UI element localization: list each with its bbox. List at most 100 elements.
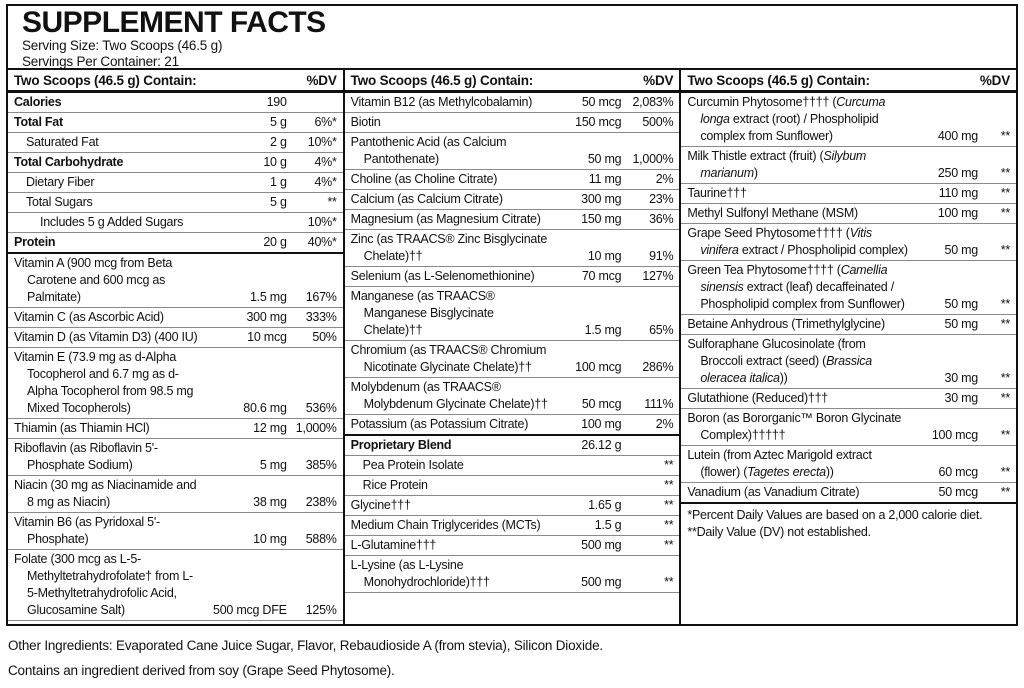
nutrient-row: Vitamin D (as Vitamin D3) (400 IU) 10 mcg… [8, 328, 343, 348]
column-header-label: Two Scoops (46.5 g) Contain: [350, 73, 534, 88]
servings-per-container: Servings Per Container: 21 [22, 54, 179, 69]
dv-footnotes: *Percent Daily Values are based on a 2,0… [681, 502, 1016, 543]
nutrient-amount: 500 mg [581, 575, 622, 589]
nutrient-name: Total Sugars [26, 195, 93, 209]
column-header: Two Scoops (46.5 g) Contain: %DV [8, 70, 343, 93]
nutrient-dv: 2,083% [632, 95, 674, 109]
nutrient-amount: 30 mg [944, 391, 979, 405]
latin-name-segment: Silybum marianum [700, 149, 867, 180]
nutrient-dv: ** [1000, 391, 1011, 405]
nutrient-name: Vitamin B6 (as Pyridoxal 5'-Phosphate) [14, 515, 160, 546]
nutrient-row: Vitamin B6 (as Pyridoxal 5'-Phosphate) 10… [8, 513, 343, 550]
name-segment: extract (leaf) decaffeinated / Phospholi… [700, 280, 905, 311]
nutrient-amount: 1.5 mg [584, 323, 622, 337]
nutrient-row: Milk Thistle extract (fruit) (Silybum ma… [681, 147, 1016, 184]
nutrient-name: Sulforaphane Glucosinolate (from Broccol… [687, 336, 908, 387]
name-segment: Curcumin Phytosome†††† ( [687, 95, 837, 109]
nutrient-row: Boron (as Bororganic™ Boron Glycinate Co… [681, 409, 1016, 446]
nutrient-row: Saturated Fat 2 g 10%* [8, 133, 343, 153]
nutrient-name: Total Carbohydrate [14, 155, 124, 169]
nutrient-row: Niacin (30 mg as Niacinamide and 8 mg as… [8, 476, 343, 513]
name-segment: Milk Thistle extract (fruit) ( [687, 149, 824, 163]
nutrient-dv: ** [664, 458, 674, 472]
panel-header: SUPPLEMENT FACTS Serving Size: Two Scoop… [8, 6, 1016, 70]
nutrient-row: Potassium (as Potassium Citrate) 100 mg 2% [344, 415, 680, 436]
latin-name-segment: Brassica oleracea italica [700, 354, 873, 385]
name-segment: )) [825, 465, 834, 479]
nutrient-name: Proprietary Blend [350, 438, 452, 452]
nutrient-amount: 11 mg [588, 172, 622, 186]
nutrient-dv: 2% [655, 417, 674, 431]
nutrient-dv: ** [664, 498, 674, 512]
nutrient-amount: 10 mg [587, 249, 622, 263]
latin-name-segment: Vitis vinifera [700, 226, 872, 257]
nutrient-name: Boron (as Bororganic™ Boron Glycinate Co… [687, 411, 902, 442]
nutrient-amount: 50 mg [944, 317, 979, 331]
nutrient-row: Taurine††† 110 mg ** [681, 184, 1016, 204]
dv-header: %DV [306, 73, 337, 88]
nutrient-amount: 100 mcg [575, 360, 622, 374]
dv-header: %DV [643, 73, 674, 88]
nutrient-name: Calories [14, 95, 62, 109]
nutrient-name: Vitamin C (as Ascorbic Acid) [14, 310, 164, 324]
nutrient-dv: 65% [649, 323, 674, 337]
nutrient-row: Vitamin E (73.9 mg as d-Alpha Tocopherol… [8, 348, 343, 419]
nutrient-amount: 10 mg [253, 532, 287, 546]
nutrient-name: Total Fat [14, 115, 63, 129]
nutrient-row: Includes 5 g Added Sugars 10%* [8, 213, 343, 233]
nutrient-amount: 50 mg [944, 243, 979, 257]
column-header-label: Two Scoops (46.5 g) Contain: [687, 73, 870, 88]
nutrient-row: Vitamin B12 (as Methylcobalamin) 50 mcg 2,… [344, 93, 680, 113]
nutrient-row: Green Tea Phytosome†††† (Camellia sinens… [681, 261, 1016, 315]
nutrient-dv: ** [1000, 186, 1011, 200]
nutrient-name: Riboflavin (as Riboflavin 5'-Phosphate S… [14, 441, 158, 472]
nutrient-row: Folate (300 mcg as L-5-Methyltetrahydrof… [8, 550, 343, 621]
nutrient-dv: 40%* [307, 235, 337, 249]
nutrient-dv: ** [1000, 371, 1011, 385]
nutrient-name: Grape Seed Phytosome†††† (Vitis vinifera… [687, 225, 908, 259]
nutrient-amount: 5 mg [259, 458, 287, 472]
nutrient-amount: 1 g [270, 175, 287, 189]
nutrient-row: Lutein (from Aztec Marigold extract (flo… [681, 446, 1016, 483]
nutrient-dv: 4%* [314, 155, 337, 169]
nutrient-row: Magnesium (as Magnesium Citrate) 150 mg 36… [344, 210, 680, 230]
nutrient-row: L-Glutamine††† 500 mg ** [344, 536, 680, 556]
label-footer: Other Ingredients: Evaporated Cane Juice… [8, 638, 603, 688]
nutrient-dv: ** [327, 195, 337, 209]
nutrient-dv: 36% [649, 212, 674, 226]
nutrient-amount: 300 mg [581, 192, 622, 206]
nutrient-dv: 2% [655, 172, 674, 186]
nutrient-dv: ** [1000, 317, 1011, 331]
nutrient-name: Milk Thistle extract (fruit) (Silybum ma… [687, 148, 908, 182]
serving-size: Serving Size: Two Scoops (46.5 g) [22, 38, 223, 53]
nutrient-amount: 60 mcg [938, 465, 979, 479]
latin-name-segment: Tagetes erecta [747, 465, 826, 479]
nutrient-row: Zinc (as TRAACS® Zinc Bisglycinate Chela… [344, 230, 680, 267]
name-segment: Green Tea Phytosome†††† ( [687, 263, 841, 277]
nutrient-name: Dietary Fiber [26, 175, 95, 189]
nutrient-amount: 1.65 g [588, 498, 622, 512]
nutrient-dv: ** [1000, 166, 1011, 180]
supplement-facts-panel: SUPPLEMENT FACTS Serving Size: Two Scoop… [6, 4, 1018, 626]
nutrient-dv: ** [1000, 206, 1011, 220]
nutrient-rows: Curcumin Phytosome†††† (Curcuma longa ex… [681, 93, 1016, 503]
nutrient-amount: 70 mcg [581, 269, 622, 283]
name-segment: Grape Seed Phytosome†††† ( [687, 226, 850, 240]
nutrient-row: Manganese (as TRAACS® Manganese Bisglyci… [344, 287, 680, 341]
nutrient-name: Choline (as Choline Citrate) [350, 172, 498, 186]
nutrient-amount: 10 mcg [247, 330, 287, 344]
nutrient-dv: ** [1000, 129, 1011, 143]
nutrient-dv: 50% [312, 330, 337, 344]
nutrient-dv: 333% [305, 310, 337, 324]
nutrient-row: Total Carbohydrate 10 g 4%* [8, 153, 343, 173]
name-segment: extract / Phospholipid complex) [738, 243, 908, 257]
nutrient-dv: 10%* [307, 135, 337, 149]
nutrient-name: L-Lysine (as L-Lysine Monohydrochloride)… [350, 558, 490, 589]
nutrient-amount: 2 g [270, 135, 287, 149]
nutrient-dv: ** [664, 478, 674, 492]
nutrient-dv: ** [1000, 485, 1011, 499]
nutrient-name: Magnesium (as Magnesium Citrate) [350, 212, 541, 226]
latin-name-segment: Curcuma longa [700, 95, 886, 126]
nutrient-name: Vanadium (as Vanadium Citrate) [687, 485, 860, 499]
allergen-line: Contains an ingredient derived from soy … [8, 663, 395, 678]
